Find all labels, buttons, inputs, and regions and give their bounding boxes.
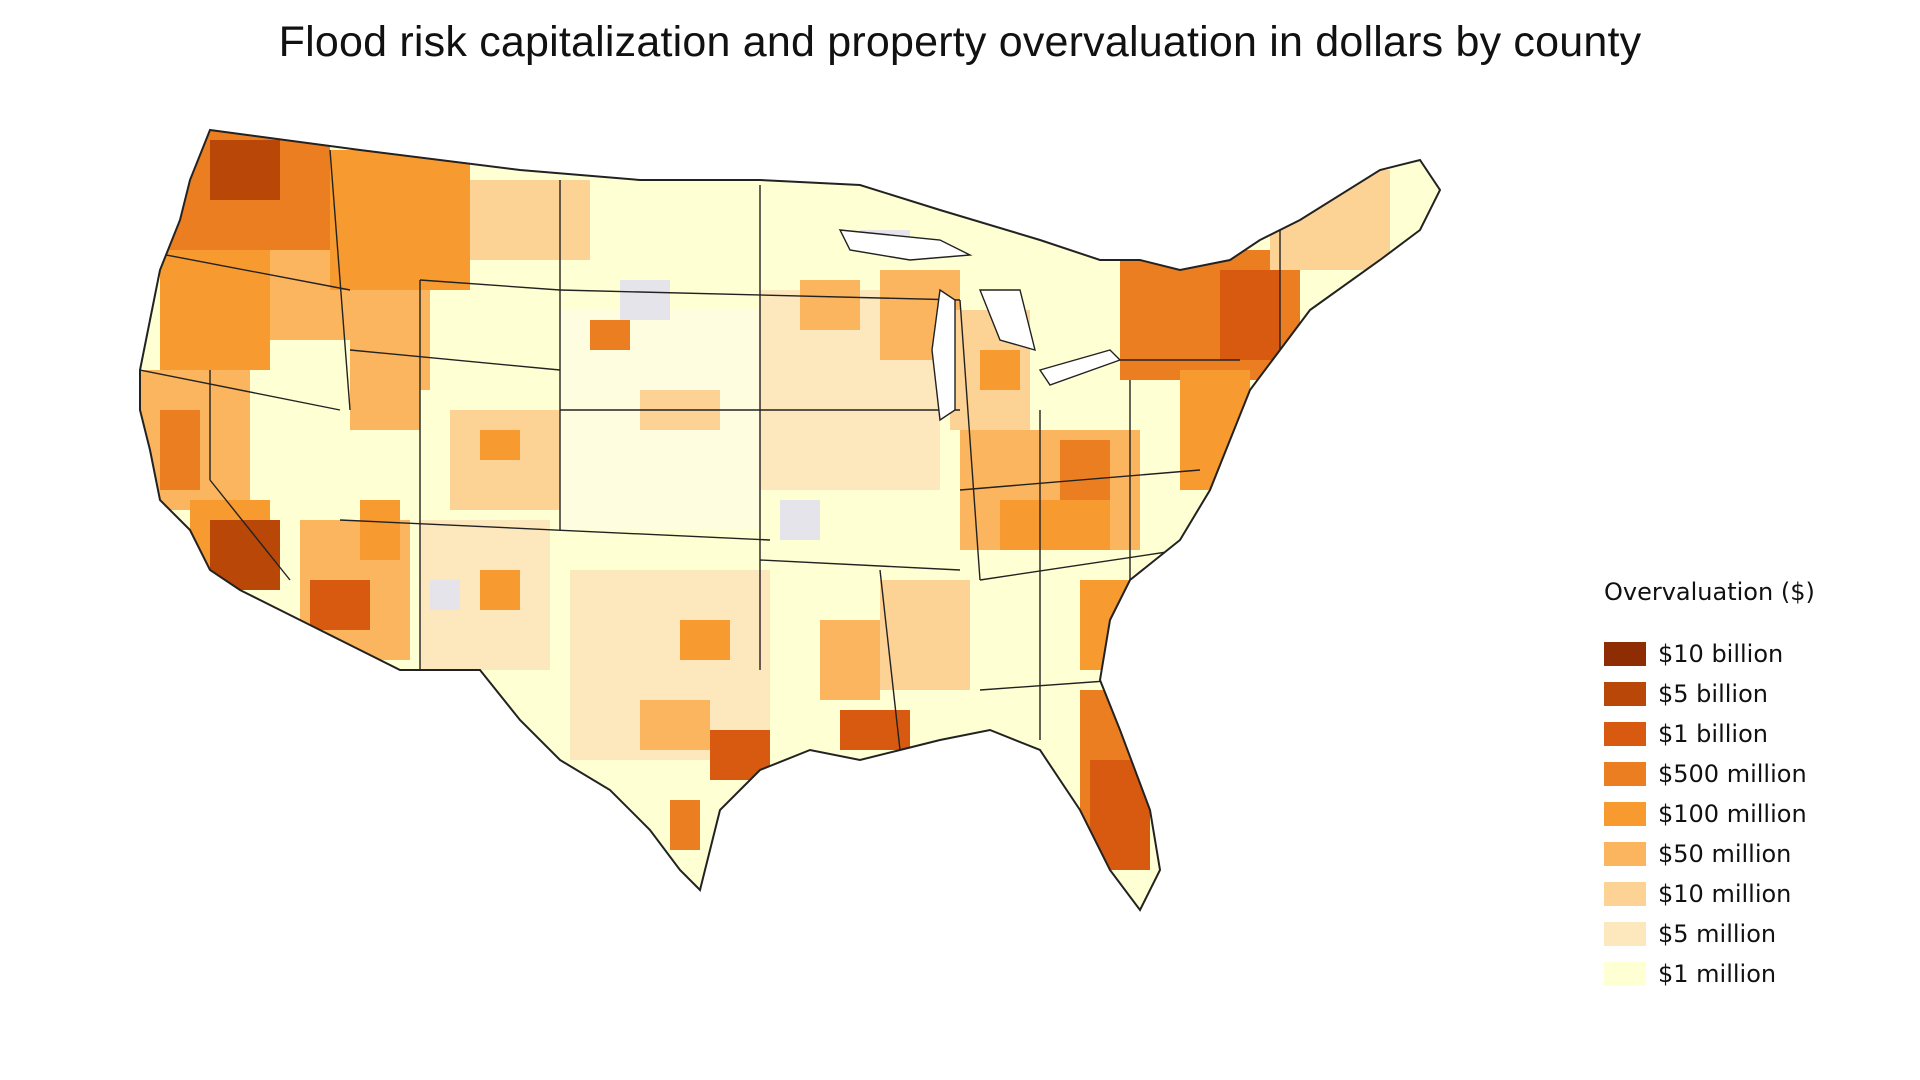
county-patch <box>1220 270 1280 360</box>
county-patch <box>160 410 200 490</box>
legend-items: $10 billion $5 billion $1 billion $500 mill… <box>1604 634 1864 994</box>
legend-swatch <box>1604 722 1646 746</box>
legend-item: $500 million <box>1604 754 1864 794</box>
legend-swatch <box>1604 842 1646 866</box>
legend-item: $10 billion <box>1604 634 1864 674</box>
map-svg <box>139 129 1441 911</box>
legend-label: $10 million <box>1658 880 1792 908</box>
county-patch <box>480 430 520 460</box>
legend-item: $1 million <box>1604 954 1864 994</box>
county-patch <box>1090 760 1150 870</box>
us-county-map <box>120 110 1680 1070</box>
legend-swatch <box>1604 642 1646 666</box>
lake-michigan <box>931 288 956 422</box>
no-data-patch <box>620 280 670 320</box>
map-title: Flood risk capitalization and property o… <box>278 18 1642 66</box>
legend-item: $5 million <box>1604 914 1864 954</box>
legend-item: $100 million <box>1604 794 1864 834</box>
lake-superior <box>838 229 973 261</box>
county-patch <box>710 730 770 780</box>
county-patch <box>330 150 470 290</box>
county-patch <box>1180 370 1250 490</box>
county-patch <box>820 620 880 700</box>
legend-swatch <box>1604 922 1646 946</box>
legend-item: $1 billion <box>1604 714 1864 754</box>
county-patch <box>590 320 630 350</box>
county-patch <box>680 620 730 660</box>
county-patch <box>980 350 1020 390</box>
county-patch <box>350 380 420 430</box>
county-patch <box>1000 500 1110 550</box>
county-patch <box>880 580 970 690</box>
legend-swatch <box>1604 682 1646 706</box>
legend-swatch <box>1604 882 1646 906</box>
legend-item: $50 million <box>1604 834 1864 874</box>
county-patch <box>800 280 860 330</box>
lake-huron <box>978 289 1036 352</box>
legend-swatch <box>1604 762 1646 786</box>
county-patch <box>360 500 400 560</box>
legend-swatch <box>1604 962 1646 986</box>
county-fill-layer <box>140 130 1390 870</box>
no-data-patch <box>780 500 820 540</box>
county-patch <box>310 580 370 630</box>
legend-label: $50 million <box>1658 840 1792 868</box>
county-patch <box>160 250 270 370</box>
county-patch <box>210 140 280 200</box>
legend-title: Overvaluation ($) <box>1604 578 1815 606</box>
legend-swatch <box>1604 802 1646 826</box>
legend-label: $1 billion <box>1658 720 1768 748</box>
legend-label: $5 billion <box>1658 680 1768 708</box>
legend-label: $10 billion <box>1658 640 1784 668</box>
county-patch <box>640 700 710 750</box>
legend-item: $10 million <box>1604 874 1864 914</box>
map-legend: Overvaluation ($) $10 billion $5 billion $… <box>1604 578 1864 994</box>
county-patch <box>470 180 590 260</box>
no-data-patch <box>430 580 460 610</box>
legend-label: $1 million <box>1658 960 1777 988</box>
county-patch <box>670 800 700 850</box>
county-patch <box>480 570 520 610</box>
legend-label: $100 million <box>1658 800 1807 828</box>
legend-item: $5 billion <box>1604 674 1864 714</box>
legend-label: $500 million <box>1658 760 1807 788</box>
lake-erie <box>1038 349 1122 386</box>
great-lakes <box>838 229 1122 422</box>
county-patch <box>1270 170 1390 270</box>
legend-label: $5 million <box>1658 920 1777 948</box>
county-patch <box>350 290 430 390</box>
county-patch <box>1060 440 1110 500</box>
